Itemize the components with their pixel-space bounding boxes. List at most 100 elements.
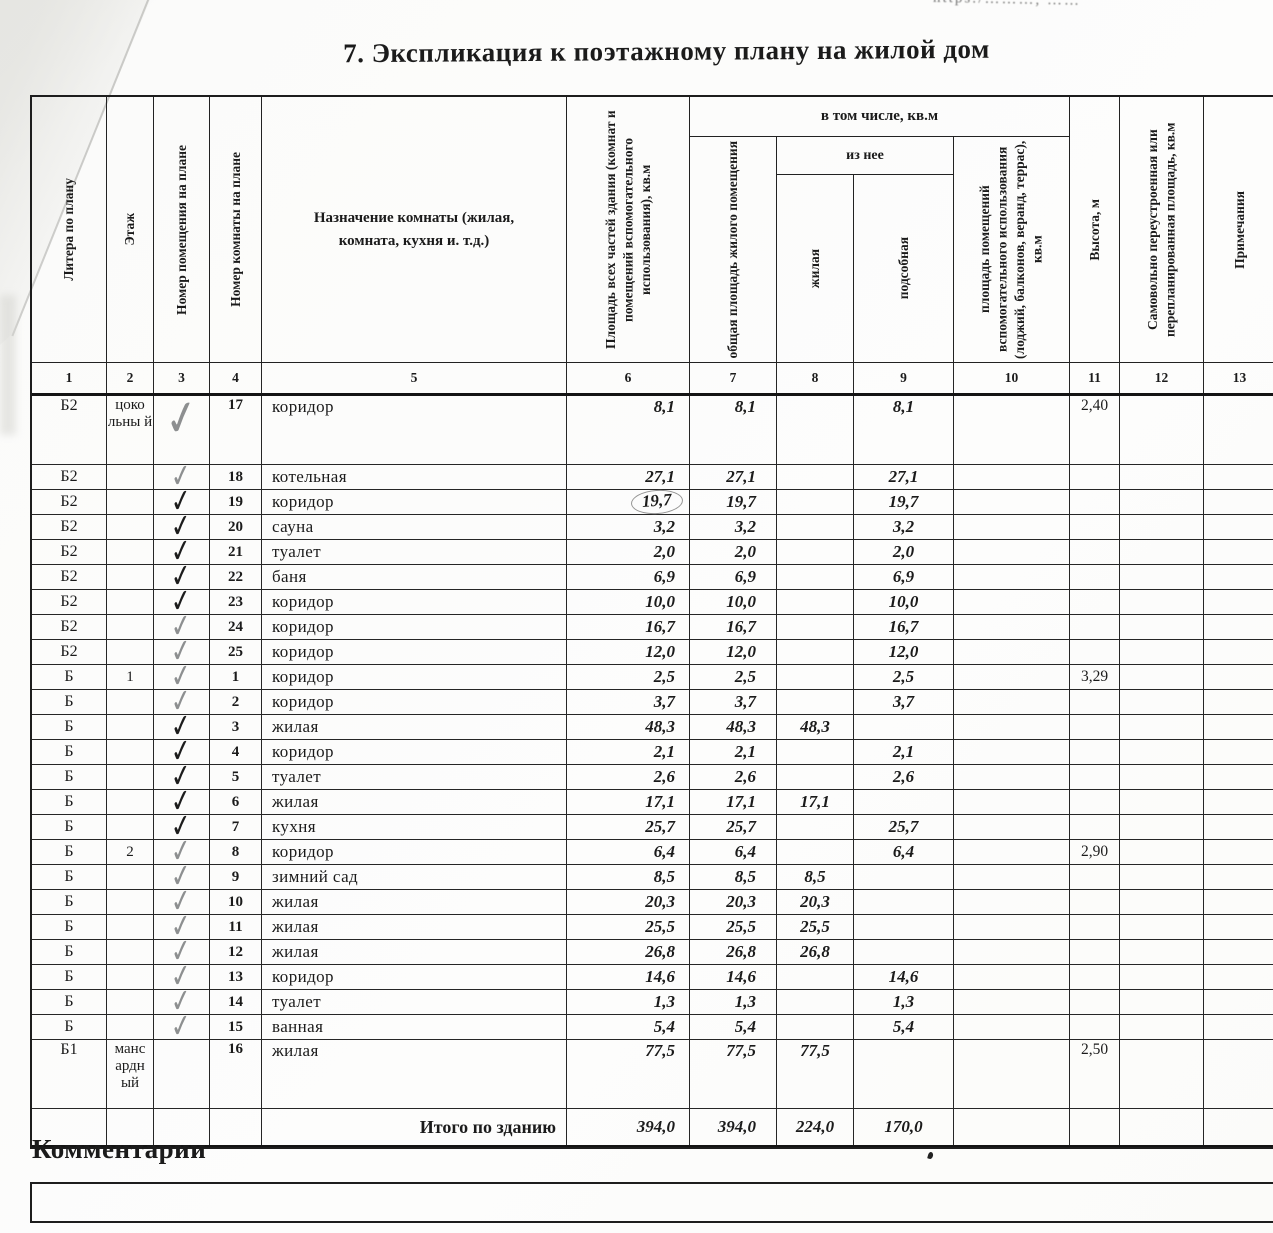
cell-purpose: баня	[262, 565, 567, 589]
living-area-sum: 224,0	[777, 1109, 854, 1145]
cell-room-number: 10	[210, 890, 262, 914]
cell-litera: Б2	[32, 590, 107, 614]
cell-check: ✓	[154, 856, 210, 896]
cell-living-area	[777, 815, 854, 839]
cell-room-number: 2	[210, 690, 262, 714]
cell-purpose: коридор	[262, 490, 567, 514]
column-number: 3	[154, 363, 210, 393]
cell-common-area: 2,0	[690, 540, 777, 564]
table-row: Б2 ✓ 20 сауна 3,2 3,2 3,2	[32, 506, 1273, 546]
cell-room-number: 12	[210, 940, 262, 964]
cell-aux-use-area	[954, 590, 1070, 614]
cell-height	[1070, 765, 1120, 789]
cell-check: ✓	[154, 388, 210, 464]
cell-self-replanned	[1120, 940, 1204, 964]
cell-check: ✓	[154, 556, 210, 596]
cell-auxiliary-area: 2,1	[854, 740, 954, 764]
cell-litera: Б	[32, 765, 107, 789]
cell-auxiliary-area: 3,2	[854, 515, 954, 539]
cell-litera: Б	[32, 865, 107, 889]
cell-room-number: 7	[210, 815, 262, 839]
cell-total-area: 25,5	[567, 915, 690, 939]
column-number: 13	[1232, 370, 1247, 385]
cell-living-area	[777, 990, 854, 1014]
cell-litera: Б2	[32, 615, 107, 639]
total-row: Итого по зданию 394,0 394,0 224,0 170,0	[32, 1109, 1273, 1147]
header-notes: Примечания	[1231, 190, 1247, 269]
cell-notes	[1204, 665, 1273, 689]
table-row: Б2 ✓ 22 баня 6,9 6,9 6,9	[32, 556, 1273, 596]
cell-purpose: кухня	[262, 815, 567, 839]
cell-purpose: туалет	[262, 540, 567, 564]
cell-auxiliary-area	[854, 940, 954, 964]
table-row: Б2 ✓ 24 коридор 16,7 16,7 16,7	[32, 606, 1273, 646]
cell-litera: Б	[32, 690, 107, 714]
cell-height	[1070, 915, 1120, 939]
cell-total-area: 26,8	[567, 940, 690, 964]
cell-notes	[1204, 715, 1273, 739]
cell-common-area: 2,6	[690, 765, 777, 789]
total-area-sum: 394,0	[567, 1109, 690, 1145]
cell-purpose: сауна	[262, 515, 567, 539]
cell-total-area: 17,1	[567, 790, 690, 814]
cell-notes	[1204, 890, 1273, 914]
cell-living-area: 25,5	[777, 915, 854, 939]
cell-self-replanned	[1120, 765, 1204, 789]
cell-self-replanned	[1120, 965, 1204, 989]
cell-total-area: 2,6	[567, 765, 690, 789]
table-row: Б 1 ✓ 1 коридор 2,5 2,5 2,5 3,29	[32, 656, 1273, 696]
table-row: Б1 манс ардн ый 16 жилая 77,5 77,5 77,5 2,50	[32, 1040, 1273, 1109]
cell-self-replanned	[1120, 396, 1204, 464]
cell-purpose: зимний сад	[262, 865, 567, 889]
cell-living-area: 17,1	[777, 790, 854, 814]
cell-auxiliary-area: 2,6	[854, 765, 954, 789]
cell-total-area: 5,4	[567, 1015, 690, 1039]
cell-litera: Б	[32, 965, 107, 989]
column-number: 12	[1120, 363, 1204, 393]
cell-check: ✓	[154, 781, 210, 821]
cell-living-area	[777, 465, 854, 489]
cell-check: ✓	[154, 881, 210, 921]
cell-notes	[1204, 840, 1273, 864]
cell-auxiliary-area: 25,7	[854, 815, 954, 839]
cell-auxiliary-area: 19,7	[854, 490, 954, 514]
cell-notes	[1204, 465, 1273, 489]
cell-common-area: 20,3	[690, 890, 777, 914]
auxiliary-area-sum: 170,0	[854, 1109, 954, 1145]
cell-height	[1070, 615, 1120, 639]
cell-purpose: коридор	[262, 740, 567, 764]
cell-auxiliary-area: 2,0	[854, 540, 954, 564]
cell-check	[154, 1040, 210, 1108]
cell-purpose: котельная	[262, 465, 567, 489]
cell-room-number: 8	[210, 840, 262, 864]
cell-aux-use-area	[954, 840, 1070, 864]
column-number: 8	[777, 363, 854, 393]
cell-notes	[1204, 740, 1273, 764]
cell-total-area: 14,6	[567, 965, 690, 989]
cell-total-area: 3,2	[567, 515, 690, 539]
cell-living-area	[777, 490, 854, 514]
cell-floor	[107, 790, 154, 814]
table-row: Б ✓ 12 жилая 26,8 26,8 26,8	[32, 931, 1273, 971]
cell-common-area: 48,3	[690, 715, 777, 739]
cell-litera: Б	[32, 1015, 107, 1039]
cell-auxiliary-area	[854, 1040, 954, 1108]
cell-floor	[107, 615, 154, 639]
cell-litera: Б2	[32, 465, 107, 489]
header-including-group: в том числе, кв.м	[690, 97, 1070, 137]
cell-height	[1070, 515, 1120, 539]
cell-self-replanned	[1120, 1015, 1204, 1039]
header-common-area: общая площадь жилого помещения	[690, 137, 777, 362]
cell-common-area: 26,8	[690, 940, 777, 964]
cell-room-number: 3	[210, 715, 262, 739]
cell-total-area: 16,7	[567, 615, 690, 639]
cell-auxiliary-area	[854, 890, 954, 914]
cell-room-number: 16	[210, 1040, 262, 1108]
cell-total-area: 2,0	[567, 540, 690, 564]
cell-check: ✓	[154, 681, 210, 721]
header-auxiliary-area: подсобная	[854, 175, 954, 362]
cell-height	[1070, 690, 1120, 714]
table-row: Б2 ✓ 18 котельная 27,1 27,1 27,1	[32, 456, 1273, 496]
cell-auxiliary-area: 8,1	[854, 396, 954, 464]
cell-common-area: 5,4	[690, 1015, 777, 1039]
